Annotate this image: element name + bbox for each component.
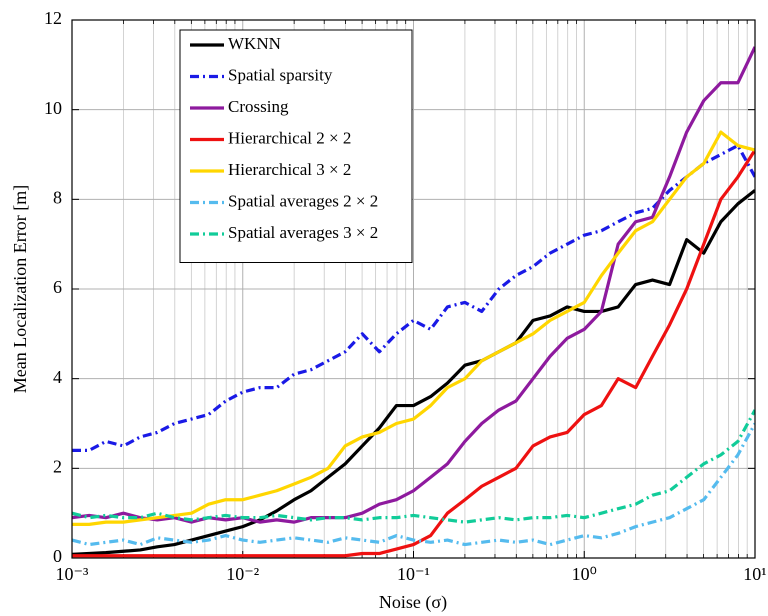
x-tick-label: 10⁻³ (56, 564, 90, 584)
y-tick-label: 6 (53, 277, 62, 297)
legend-label: Spatial averages 2 × 2 (228, 191, 378, 210)
x-tick-label: 10⁰ (572, 564, 597, 584)
series-line (72, 422, 755, 547)
y-tick-label: 8 (53, 187, 62, 207)
y-axis-label: Mean Localization Error [m] (10, 185, 30, 393)
x-axis-label: Noise (σ) (379, 592, 447, 613)
series-line (72, 149, 755, 558)
x-tick-label: 10⁻¹ (397, 564, 430, 584)
y-tick-label: 0 (53, 546, 62, 566)
legend-label: Spatial sparsity (228, 65, 333, 84)
y-tick-label: 10 (44, 98, 62, 118)
legend-box (179, 29, 413, 263)
x-tick-label: 10⁻² (226, 564, 259, 584)
series-line (72, 143, 755, 452)
legend: WKNN Spatial sparsity Crossing Hierarchical… (179, 29, 413, 263)
plot-frame (71, 19, 756, 559)
y-tick-label: 4 (53, 367, 62, 387)
y-tick-label: 12 (44, 8, 62, 28)
legend-label: Crossing (228, 97, 289, 116)
series-line (72, 409, 755, 524)
series-line (72, 130, 755, 526)
y-tick-label: 2 (53, 456, 62, 476)
legend-label: Hierarchical 2 × 2 (228, 128, 351, 147)
x-tick-label: 10¹ (743, 564, 766, 584)
legend-label: WKNN (228, 34, 281, 53)
legend-label: Hierarchical 3 × 2 (228, 160, 351, 179)
legend-label: Spatial averages 3 × 2 (228, 223, 378, 242)
